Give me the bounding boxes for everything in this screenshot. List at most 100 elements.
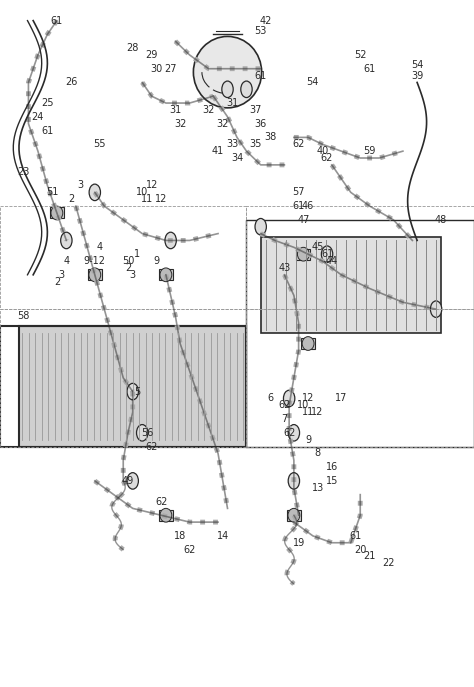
- Text: 32: 32: [202, 105, 215, 115]
- Text: 23: 23: [18, 167, 30, 177]
- Bar: [159, 269, 173, 280]
- Text: 62: 62: [146, 442, 158, 451]
- Text: 6: 6: [267, 394, 273, 403]
- Bar: [261, 237, 441, 333]
- Text: 62: 62: [183, 545, 196, 554]
- Text: 37: 37: [250, 105, 262, 115]
- Bar: [287, 510, 301, 521]
- Text: 8: 8: [315, 449, 320, 458]
- Text: 61: 61: [349, 531, 362, 541]
- Circle shape: [288, 473, 300, 489]
- Text: 51: 51: [46, 188, 58, 197]
- Text: 3: 3: [130, 270, 136, 280]
- Text: 47: 47: [297, 215, 310, 225]
- Text: 31: 31: [169, 105, 182, 115]
- Text: 35: 35: [250, 139, 262, 149]
- Bar: [246, 309, 474, 447]
- Circle shape: [430, 301, 442, 317]
- Text: 62: 62: [283, 428, 295, 438]
- Text: 43: 43: [278, 263, 291, 273]
- Text: 21: 21: [364, 552, 376, 561]
- Text: 56: 56: [141, 428, 153, 438]
- Text: 3: 3: [59, 270, 64, 280]
- Text: 11: 11: [302, 407, 314, 417]
- Text: 44: 44: [326, 256, 338, 266]
- Text: 17: 17: [335, 394, 347, 403]
- Ellipse shape: [89, 268, 101, 282]
- Ellipse shape: [297, 247, 309, 261]
- Circle shape: [127, 473, 138, 489]
- Text: 55: 55: [93, 139, 106, 149]
- Text: 26: 26: [65, 78, 77, 87]
- Circle shape: [89, 184, 100, 201]
- Text: 9: 9: [154, 256, 159, 266]
- Text: 12: 12: [311, 407, 324, 417]
- Text: 61: 61: [364, 64, 376, 74]
- Text: 18: 18: [174, 531, 186, 541]
- Bar: [159, 510, 173, 521]
- Circle shape: [241, 81, 252, 98]
- Text: 11: 11: [141, 194, 153, 204]
- Text: 38: 38: [264, 133, 276, 142]
- Bar: [88, 269, 102, 280]
- Text: 10: 10: [136, 188, 148, 197]
- Circle shape: [137, 425, 148, 441]
- Text: 59: 59: [364, 146, 376, 156]
- Text: 24: 24: [32, 112, 44, 122]
- Text: 28: 28: [127, 43, 139, 53]
- Text: 31: 31: [226, 98, 238, 108]
- Text: 13: 13: [311, 483, 324, 493]
- Text: 58: 58: [18, 311, 30, 321]
- Ellipse shape: [51, 206, 63, 220]
- Circle shape: [165, 232, 176, 249]
- Text: 54: 54: [307, 78, 319, 87]
- Bar: [0, 309, 246, 447]
- Text: 62: 62: [292, 139, 305, 149]
- Ellipse shape: [302, 337, 314, 350]
- Bar: [301, 338, 315, 349]
- Text: 12: 12: [155, 194, 167, 204]
- Text: 34: 34: [231, 153, 243, 163]
- Text: 10: 10: [297, 401, 310, 410]
- Text: 39: 39: [411, 71, 423, 80]
- Text: 4: 4: [64, 256, 69, 266]
- Circle shape: [288, 425, 300, 441]
- Text: 14: 14: [217, 531, 229, 541]
- Bar: [50, 207, 64, 218]
- Text: 12: 12: [302, 394, 314, 403]
- Text: 30: 30: [150, 64, 163, 74]
- Ellipse shape: [193, 36, 262, 108]
- Text: 3: 3: [78, 181, 83, 190]
- Text: 12: 12: [146, 181, 158, 190]
- Ellipse shape: [160, 268, 172, 282]
- Text: 7: 7: [281, 414, 288, 424]
- Text: 61: 61: [321, 249, 333, 259]
- Text: 32: 32: [174, 119, 186, 128]
- Text: 2: 2: [125, 263, 131, 273]
- Text: 27: 27: [164, 64, 177, 74]
- Text: 4: 4: [97, 243, 102, 252]
- Text: 22: 22: [383, 559, 395, 568]
- Text: 32: 32: [217, 119, 229, 128]
- Text: 49: 49: [122, 476, 134, 486]
- Text: 1: 1: [135, 249, 140, 259]
- Bar: [246, 220, 474, 447]
- Text: 5: 5: [134, 387, 141, 396]
- Text: 61: 61: [51, 16, 63, 25]
- Circle shape: [321, 246, 333, 262]
- Text: 62: 62: [155, 497, 167, 506]
- Bar: [296, 249, 310, 260]
- Text: 20: 20: [354, 545, 366, 554]
- Text: 16: 16: [326, 462, 338, 472]
- Bar: [0, 206, 246, 309]
- Text: 62: 62: [321, 153, 333, 163]
- Text: 45: 45: [311, 243, 324, 252]
- Text: 25: 25: [41, 98, 54, 108]
- Text: 19: 19: [292, 538, 305, 548]
- Text: 61: 61: [292, 201, 305, 211]
- Circle shape: [255, 218, 266, 235]
- Text: 2: 2: [68, 194, 74, 204]
- Text: 41: 41: [212, 146, 224, 156]
- Text: 15: 15: [326, 476, 338, 486]
- Bar: [0, 326, 246, 447]
